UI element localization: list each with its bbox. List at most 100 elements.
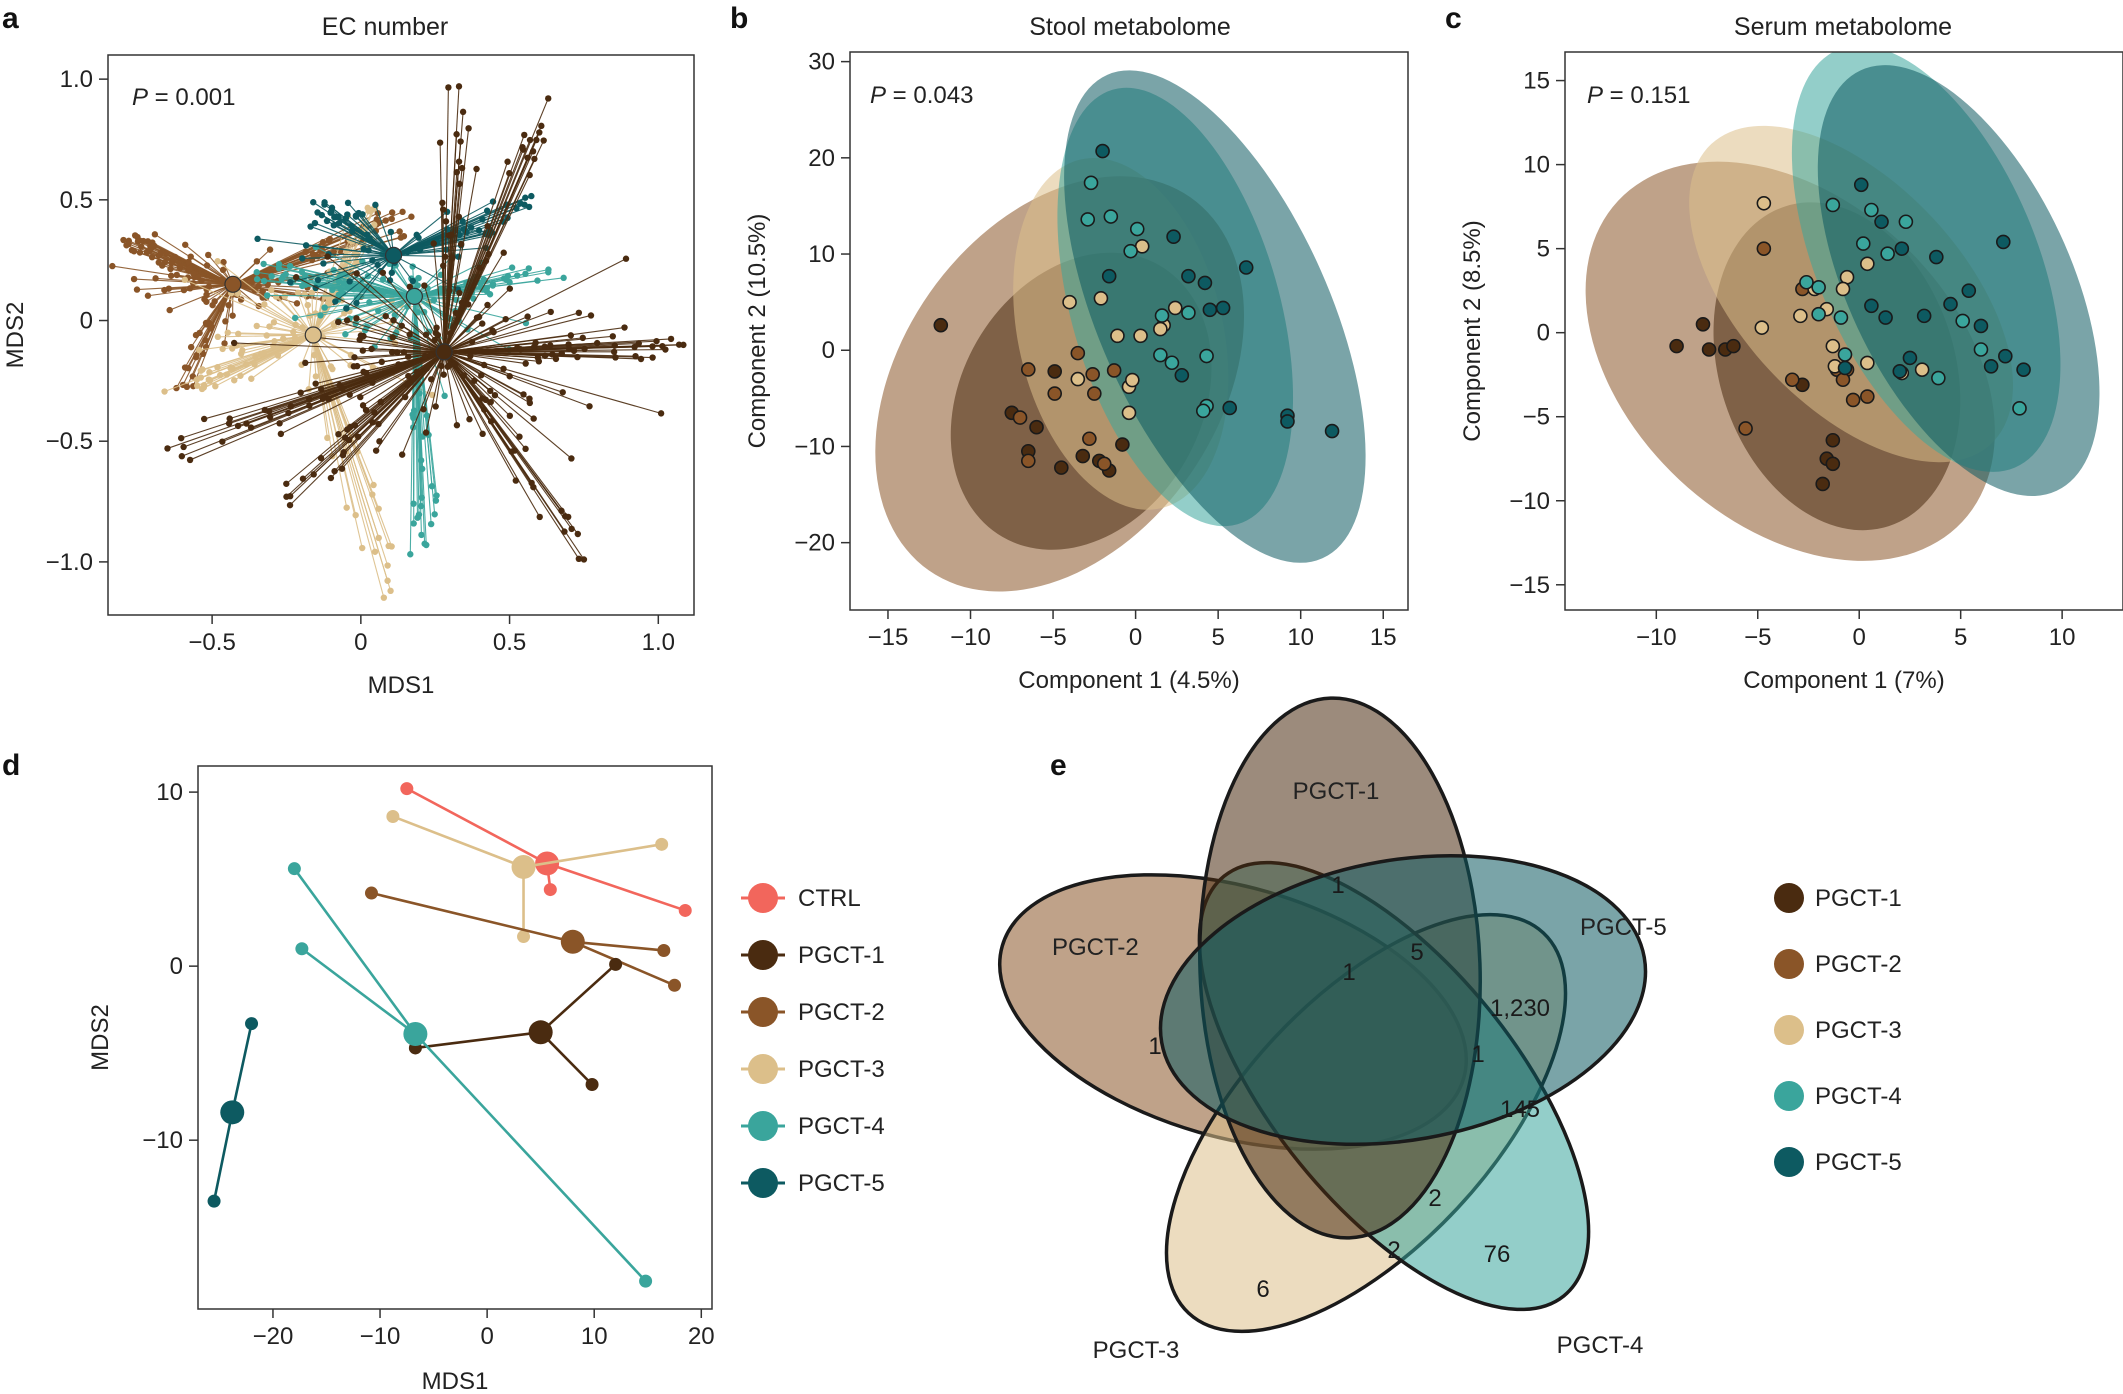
sample-point bbox=[587, 312, 595, 319]
panel-c-serum-metabolome: −10 −5 0 5 10 −15 −10 −5 0 5 10 15 Component 1 (7%) C… bbox=[1459, 51, 2123, 694]
spoke-line bbox=[184, 279, 314, 336]
sample-point bbox=[353, 259, 361, 266]
sample-point bbox=[109, 262, 116, 270]
spoke-line bbox=[314, 222, 394, 256]
sample-point bbox=[364, 886, 378, 900]
sample-point bbox=[382, 312, 389, 320]
spoke-line bbox=[242, 334, 314, 351]
sample-point bbox=[229, 312, 236, 319]
sample-point bbox=[272, 293, 280, 300]
panel-c-title: Serum metabolome bbox=[1734, 13, 1952, 41]
panel-a-frame bbox=[107, 54, 695, 616]
sample-point bbox=[332, 298, 339, 305]
sample-point bbox=[343, 317, 351, 324]
sample-point bbox=[489, 327, 496, 334]
sample-point bbox=[251, 361, 258, 368]
sample-point bbox=[374, 261, 381, 269]
sample-point bbox=[176, 263, 183, 270]
sample-point bbox=[531, 155, 538, 163]
y-tick-label: −20 bbox=[794, 530, 835, 557]
point-pgct-4 bbox=[1195, 403, 1211, 419]
sample-point bbox=[436, 139, 444, 146]
spoke-line bbox=[356, 273, 445, 353]
sample-point bbox=[131, 232, 139, 239]
point-pgct-4 bbox=[1973, 342, 1989, 357]
point-pgct-3 bbox=[1153, 321, 1168, 337]
spoke-line bbox=[415, 1030, 541, 1050]
point-pgct-1 bbox=[1695, 316, 1711, 332]
x-tick-label: 10 bbox=[2049, 624, 2076, 651]
spoke-line bbox=[414, 276, 478, 297]
sample-point bbox=[363, 369, 370, 377]
sample-point bbox=[268, 286, 275, 294]
sample-point bbox=[394, 349, 401, 356]
x-tick-label: 20 bbox=[688, 1323, 715, 1350]
spoke-line bbox=[330, 351, 445, 479]
point-pgct-5 bbox=[1202, 302, 1218, 318]
sample-point bbox=[180, 286, 188, 294]
sample-point bbox=[455, 213, 463, 220]
sample-point bbox=[453, 422, 461, 429]
point-pgct-2 bbox=[1845, 392, 1861, 408]
sample-point bbox=[502, 315, 509, 323]
sample-point bbox=[164, 445, 171, 452]
ellipse-pgct-5 bbox=[1064, 70, 1366, 563]
sample-point bbox=[268, 273, 275, 280]
x-tick-label: −15 bbox=[868, 624, 909, 651]
y-tick-label: −5 bbox=[1523, 404, 1550, 431]
x-tick-label: 10 bbox=[581, 1323, 608, 1350]
sample-point bbox=[319, 395, 327, 402]
sample-point bbox=[353, 294, 361, 301]
legend-label: PGCT-1 bbox=[798, 942, 885, 969]
sample-point bbox=[280, 335, 287, 342]
sample-point bbox=[371, 548, 379, 555]
sample-point bbox=[659, 342, 666, 350]
sample-point bbox=[290, 328, 297, 336]
sample-point bbox=[205, 251, 212, 259]
spoke-line bbox=[313, 336, 445, 353]
sample-point bbox=[193, 376, 201, 383]
sample-point bbox=[318, 385, 325, 393]
sample-point bbox=[345, 436, 353, 444]
point-pgct-2 bbox=[1860, 389, 1875, 404]
point-pgct-1 bbox=[933, 317, 949, 333]
point-pgct-3 bbox=[1793, 308, 1808, 324]
point-pgct-3 bbox=[1756, 195, 1772, 211]
sample-point bbox=[384, 577, 391, 584]
venn-set-label-pgct-5: PGCT-5 bbox=[1580, 914, 1667, 941]
sample-point bbox=[414, 309, 421, 316]
point-pgct-1 bbox=[1047, 364, 1063, 379]
sample-point bbox=[248, 375, 255, 382]
sample-point bbox=[372, 201, 379, 209]
point-pgct-2 bbox=[1070, 345, 1086, 361]
point-pgct-4 bbox=[1811, 280, 1826, 295]
spoke-line bbox=[443, 314, 592, 353]
point-pgct-5 bbox=[1215, 300, 1231, 316]
sample-point bbox=[270, 319, 278, 326]
sample-point bbox=[161, 286, 168, 294]
spoke-line bbox=[360, 334, 445, 353]
sample-point bbox=[266, 246, 274, 253]
sample-point bbox=[483, 207, 491, 214]
panel-a-pvalue: P = 0.001 bbox=[132, 84, 235, 111]
sample-point bbox=[312, 373, 320, 380]
sample-point bbox=[547, 308, 554, 316]
spoke-line bbox=[204, 351, 445, 420]
sample-point bbox=[369, 379, 376, 386]
sample-point bbox=[206, 377, 214, 384]
spoke-line bbox=[335, 254, 394, 302]
sample-point bbox=[223, 371, 231, 378]
sample-point bbox=[514, 272, 521, 279]
sample-point bbox=[387, 587, 394, 595]
sample-point bbox=[399, 208, 406, 216]
sample-point bbox=[229, 365, 236, 373]
y-tick-label: 0 bbox=[1537, 320, 1550, 347]
sample-point bbox=[247, 424, 255, 431]
point-pgct-5 bbox=[1095, 143, 1110, 159]
panel-d-plot-area bbox=[207, 782, 692, 1288]
point-pgct-2 bbox=[1096, 456, 1112, 472]
sample-point bbox=[467, 224, 475, 231]
venn-region-count: 1 bbox=[1148, 1033, 1161, 1060]
venn-region-count: 76 bbox=[1484, 1241, 1511, 1268]
sample-point bbox=[371, 409, 378, 416]
